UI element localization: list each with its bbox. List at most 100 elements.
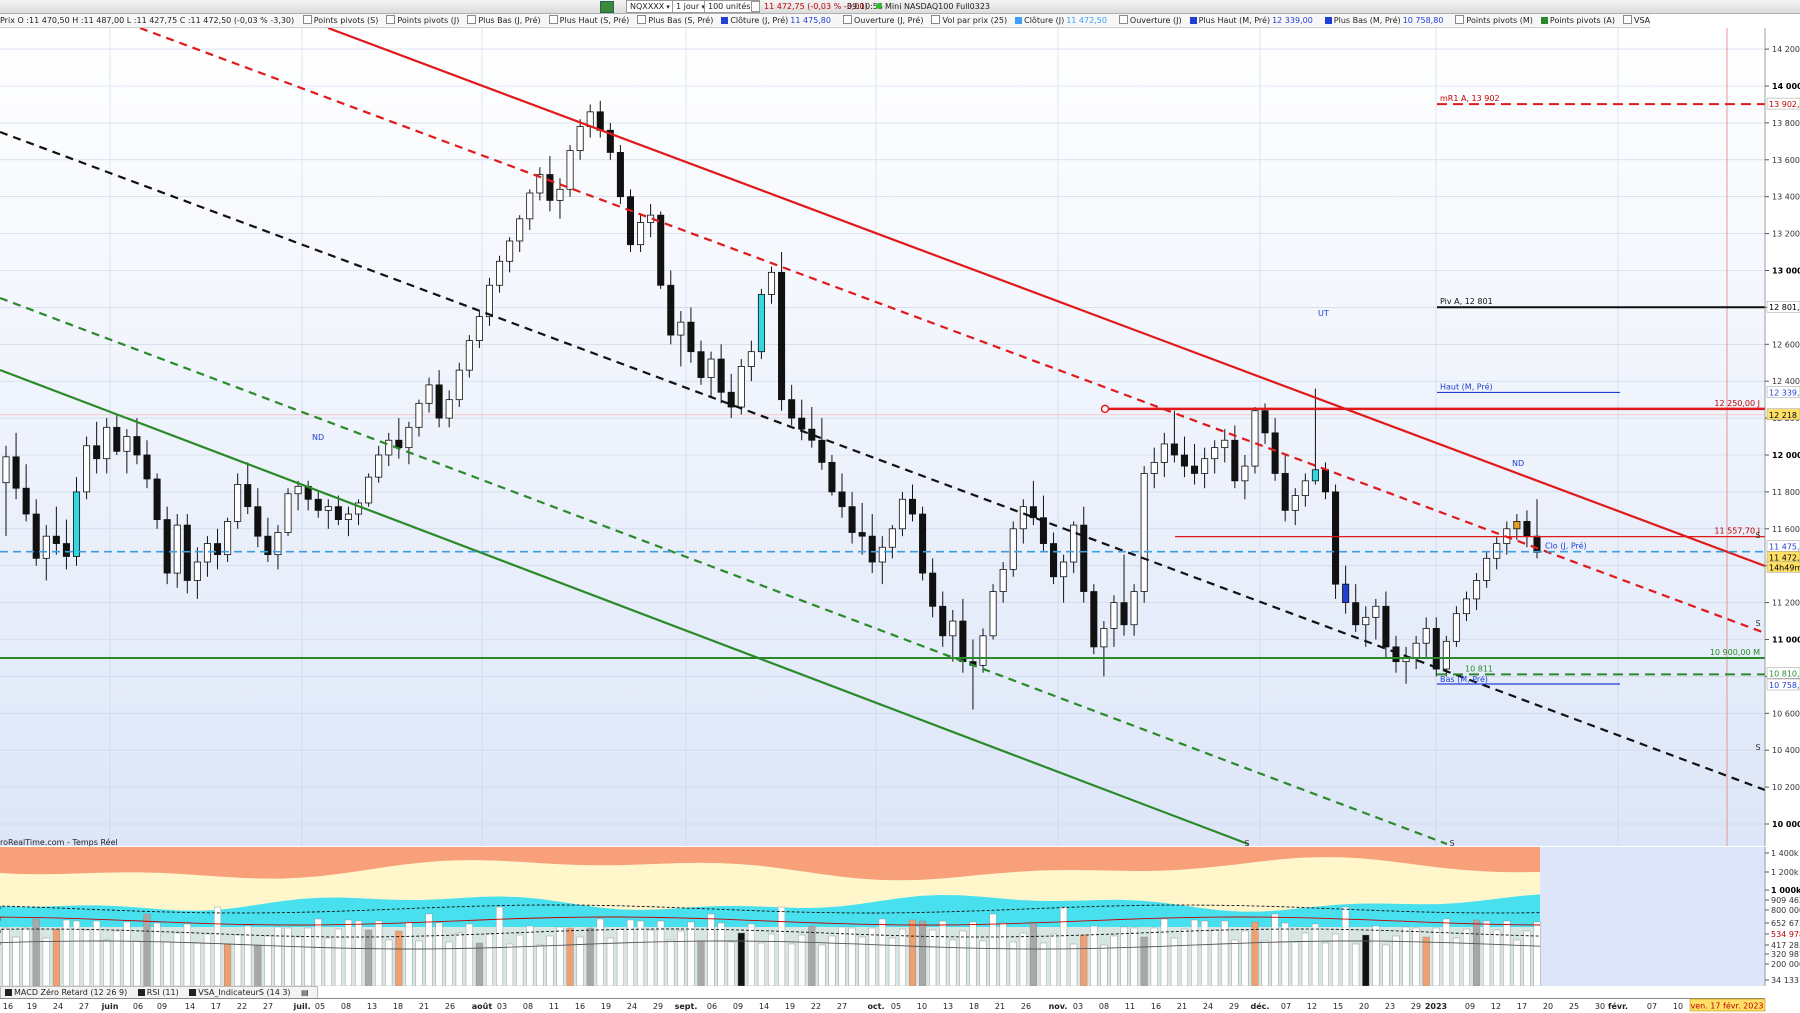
candle bbox=[1251, 407, 1259, 474]
checkbox-icon[interactable] bbox=[637, 15, 647, 24]
candle-body bbox=[234, 484, 242, 522]
candle-body bbox=[677, 321, 685, 336]
checkbox-icon[interactable] bbox=[1455, 15, 1465, 24]
candle-body bbox=[606, 129, 614, 153]
date-tick-label: 08 bbox=[341, 1002, 351, 1011]
volume-bar bbox=[1090, 925, 1098, 986]
volume-bar bbox=[1392, 935, 1400, 986]
legend-item[interactable]: Points pivots (J) bbox=[386, 15, 461, 25]
date-tick-label: 29 bbox=[1229, 1002, 1239, 1011]
legend-item[interactable]: Plus Bas (S, Pré) bbox=[637, 15, 715, 25]
candle bbox=[83, 436, 91, 500]
volume-bar bbox=[93, 920, 101, 986]
candle bbox=[12, 432, 20, 500]
candle bbox=[657, 211, 665, 289]
candle bbox=[1201, 447, 1209, 489]
color-swatch-icon[interactable] bbox=[1015, 17, 1023, 24]
legend-item[interactable]: Points pivots (A) bbox=[1540, 16, 1617, 25]
candle bbox=[264, 517, 272, 563]
date-tick-label: févr. bbox=[1608, 1001, 1628, 1011]
price-tick-label: 10 400 bbox=[1772, 746, 1800, 755]
support-trendline-dashed bbox=[0, 296, 1448, 846]
legend-item[interactable]: Plus Haut (M, Pré) 12 339,00 bbox=[1189, 16, 1319, 25]
legend-item[interactable]: Vol par prix (25) bbox=[931, 15, 1009, 25]
checkbox-icon[interactable] bbox=[467, 15, 477, 24]
candle-body bbox=[465, 340, 473, 371]
rsi-legend[interactable]: RSI (11) bbox=[137, 988, 183, 997]
volume-tick-label: 1 000k bbox=[1771, 886, 1800, 895]
checkbox-icon[interactable] bbox=[1622, 15, 1632, 24]
legend-item[interactable]: Points pivots (S) bbox=[302, 15, 381, 25]
volume-bar bbox=[304, 927, 312, 986]
candle bbox=[153, 473, 161, 529]
price-tag: 10 758,8 bbox=[1766, 678, 1800, 691]
legend-item[interactable]: Clôture (J, Pré) 11 475,80 bbox=[721, 16, 837, 25]
trendlines bbox=[0, 28, 1766, 846]
date-tick-label: 30 bbox=[1595, 1002, 1605, 1011]
color-swatch-icon[interactable] bbox=[721, 17, 729, 24]
color-swatch-icon[interactable] bbox=[1324, 17, 1332, 24]
checkbox-icon[interactable] bbox=[931, 15, 941, 24]
checkbox-icon[interactable] bbox=[302, 15, 312, 24]
candle-body bbox=[445, 399, 453, 419]
legend-item[interactable]: Ouverture (J) bbox=[1118, 15, 1184, 25]
candle-body bbox=[1382, 605, 1390, 648]
candle-body bbox=[203, 543, 211, 563]
level-10900-label: 10 900,00 M bbox=[1710, 648, 1760, 657]
volume-bar bbox=[596, 918, 604, 986]
volume-bar bbox=[1473, 919, 1481, 986]
volume-bar bbox=[2, 927, 10, 986]
macd-legend[interactable]: MACD Zéro Retard (12 26 9) bbox=[5, 988, 131, 997]
legend-item[interactable]: Plus Haut (S, Pré) bbox=[548, 15, 632, 25]
volume-bar bbox=[1201, 920, 1209, 986]
nd-signal-label: ND bbox=[1512, 459, 1524, 468]
candle bbox=[1382, 591, 1390, 658]
volume-bar bbox=[657, 920, 665, 986]
date-tick-label: 27 bbox=[263, 1002, 273, 1011]
candle-body bbox=[224, 521, 232, 556]
date-tick-label: 24 bbox=[627, 1002, 637, 1011]
checkbox-icon[interactable] bbox=[548, 15, 558, 24]
price-tag: 14h49m bbox=[1766, 561, 1800, 573]
legend-item[interactable]: Points pivots (M) bbox=[1455, 15, 1535, 25]
legend-item[interactable]: Plus Bas (M, Pré) 10 758,80 bbox=[1324, 16, 1450, 25]
candle-body bbox=[687, 321, 695, 353]
checkbox-icon[interactable] bbox=[842, 15, 852, 24]
date-tick-label: 11 bbox=[1125, 1002, 1135, 1011]
vsa-legend[interactable]: VSA_IndicateurS (14 3) bbox=[189, 988, 294, 997]
candle bbox=[1442, 635, 1450, 677]
data-source-label: roRealTime.com - Temps Réel bbox=[0, 838, 118, 847]
candle-body bbox=[1301, 480, 1309, 496]
date-tick-label: 21 bbox=[1177, 1002, 1187, 1011]
checkbox-icon[interactable] bbox=[1118, 15, 1128, 24]
volume-bar bbox=[103, 939, 111, 986]
legend-item[interactable]: VSA_EcranPrix (f f 1 f f f 7 15 t 3) -2,… bbox=[1622, 15, 1650, 25]
candle bbox=[1050, 532, 1058, 585]
volume-bar bbox=[1110, 935, 1118, 986]
chart-icon[interactable] bbox=[600, 1, 614, 13]
candle-body bbox=[52, 535, 60, 544]
volume-bar bbox=[1332, 933, 1340, 986]
candle bbox=[72, 477, 81, 566]
volume-bar bbox=[1452, 937, 1460, 986]
legend-item[interactable]: Clôture (J) 11 472,50 bbox=[1015, 16, 1113, 25]
legend-item[interactable]: Plus Bas (J, Pré) bbox=[467, 15, 542, 25]
color-swatch-icon[interactable] bbox=[1540, 17, 1548, 24]
date-tick-label: 27 bbox=[79, 1002, 89, 1011]
candle bbox=[566, 145, 574, 197]
volume-bar bbox=[435, 922, 443, 986]
symbol-selector[interactable]: NQXXXX bbox=[626, 0, 674, 13]
color-swatch-icon[interactable] bbox=[1189, 17, 1197, 24]
checkbox-icon[interactable] bbox=[386, 15, 396, 24]
expand-panel-icon[interactable]: ▤ bbox=[301, 988, 309, 997]
candle bbox=[22, 464, 30, 522]
legend-item[interactable]: Ouverture (J, Pré) bbox=[842, 15, 926, 25]
price-chart[interactable]: mR1 A, 13 902 Piv A, 12 801 Haut (M, Pré) 1… bbox=[0, 28, 1800, 846]
volume-bar bbox=[1281, 922, 1289, 986]
date-tick-label: sept. bbox=[675, 1002, 698, 1011]
candle-body bbox=[1201, 458, 1209, 474]
candle bbox=[1372, 598, 1380, 640]
volume-bar bbox=[1160, 918, 1168, 986]
candle bbox=[193, 547, 201, 599]
